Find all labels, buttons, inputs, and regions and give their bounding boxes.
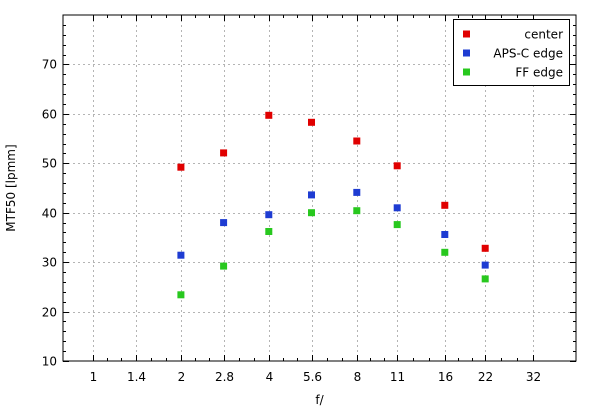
x-tick-label: 2 [178,370,186,384]
x-tick-label: 32 [526,370,541,384]
data-point-center [481,244,489,252]
x-axis-title: f/ [315,393,324,407]
y-tick-label: 40 [42,207,57,221]
legend-marker [463,68,470,76]
x-tick-label: 22 [478,370,493,384]
y-tick-label: 10 [42,355,57,369]
plot-area-frame [62,14,577,362]
legend-box [453,19,570,86]
legend-label: FF edge [515,66,563,80]
x-tick-label: 2.8 [215,370,234,384]
data-point-center [308,118,315,126]
axis-ticks [63,15,576,362]
grid-lines [63,15,576,361]
x-tick-label: 11 [390,370,405,384]
tick-labels: 1 1.4 2 2.8 4 5.6 8 11 16 22 32 10 20 30 40 50 60 70 [42,58,541,385]
y-axis-title: MTF50 [lpmm] [4,144,18,231]
data-point-ff-edge [177,291,185,299]
legend-marker [463,49,470,57]
data-point-ff-edge [441,248,449,256]
x-tick-label: 16 [438,370,453,384]
legend-label: APS-C edge [493,47,563,61]
data-point-aps-c-edge [393,204,401,212]
y-tick-label: 50 [42,157,57,171]
y-tick-label: 70 [42,58,57,72]
legend: center APS-C edge FF edge [453,19,570,86]
data-point-ff-edge [353,207,361,215]
data-point-center [441,201,449,209]
data-point-center [220,149,228,157]
y-tick-label: 20 [42,306,57,320]
x-tick-label: 8 [354,370,362,384]
x-tick-label: 1 [90,370,98,384]
data-point-ff-edge [265,228,273,235]
data-point-aps-c-edge [177,251,185,259]
y-tick-label: 30 [42,256,57,270]
data-point-ff-edge [220,262,228,270]
data-points [177,111,489,299]
x-tick-label: 5.6 [303,370,322,384]
data-point-aps-c-edge [481,261,489,269]
data-point-center [393,162,401,170]
data-point-aps-c-edge [353,188,361,196]
data-point-ff-edge [308,209,315,217]
data-point-center [177,163,185,171]
data-point-aps-c-edge [441,231,449,238]
data-point-aps-c-edge [308,191,315,199]
y-tick-label: 60 [42,108,57,122]
data-point-ff-edge [393,221,401,229]
data-point-center [265,111,273,119]
data-point-ff-edge [481,275,489,283]
data-point-aps-c-edge [265,211,273,219]
legend-marker [463,30,470,38]
data-point-center [353,137,361,145]
data-point-aps-c-edge [220,219,228,227]
legend-label: center [524,28,563,42]
x-tick-label: 4 [266,370,274,384]
x-tick-label: 1.4 [127,370,146,384]
